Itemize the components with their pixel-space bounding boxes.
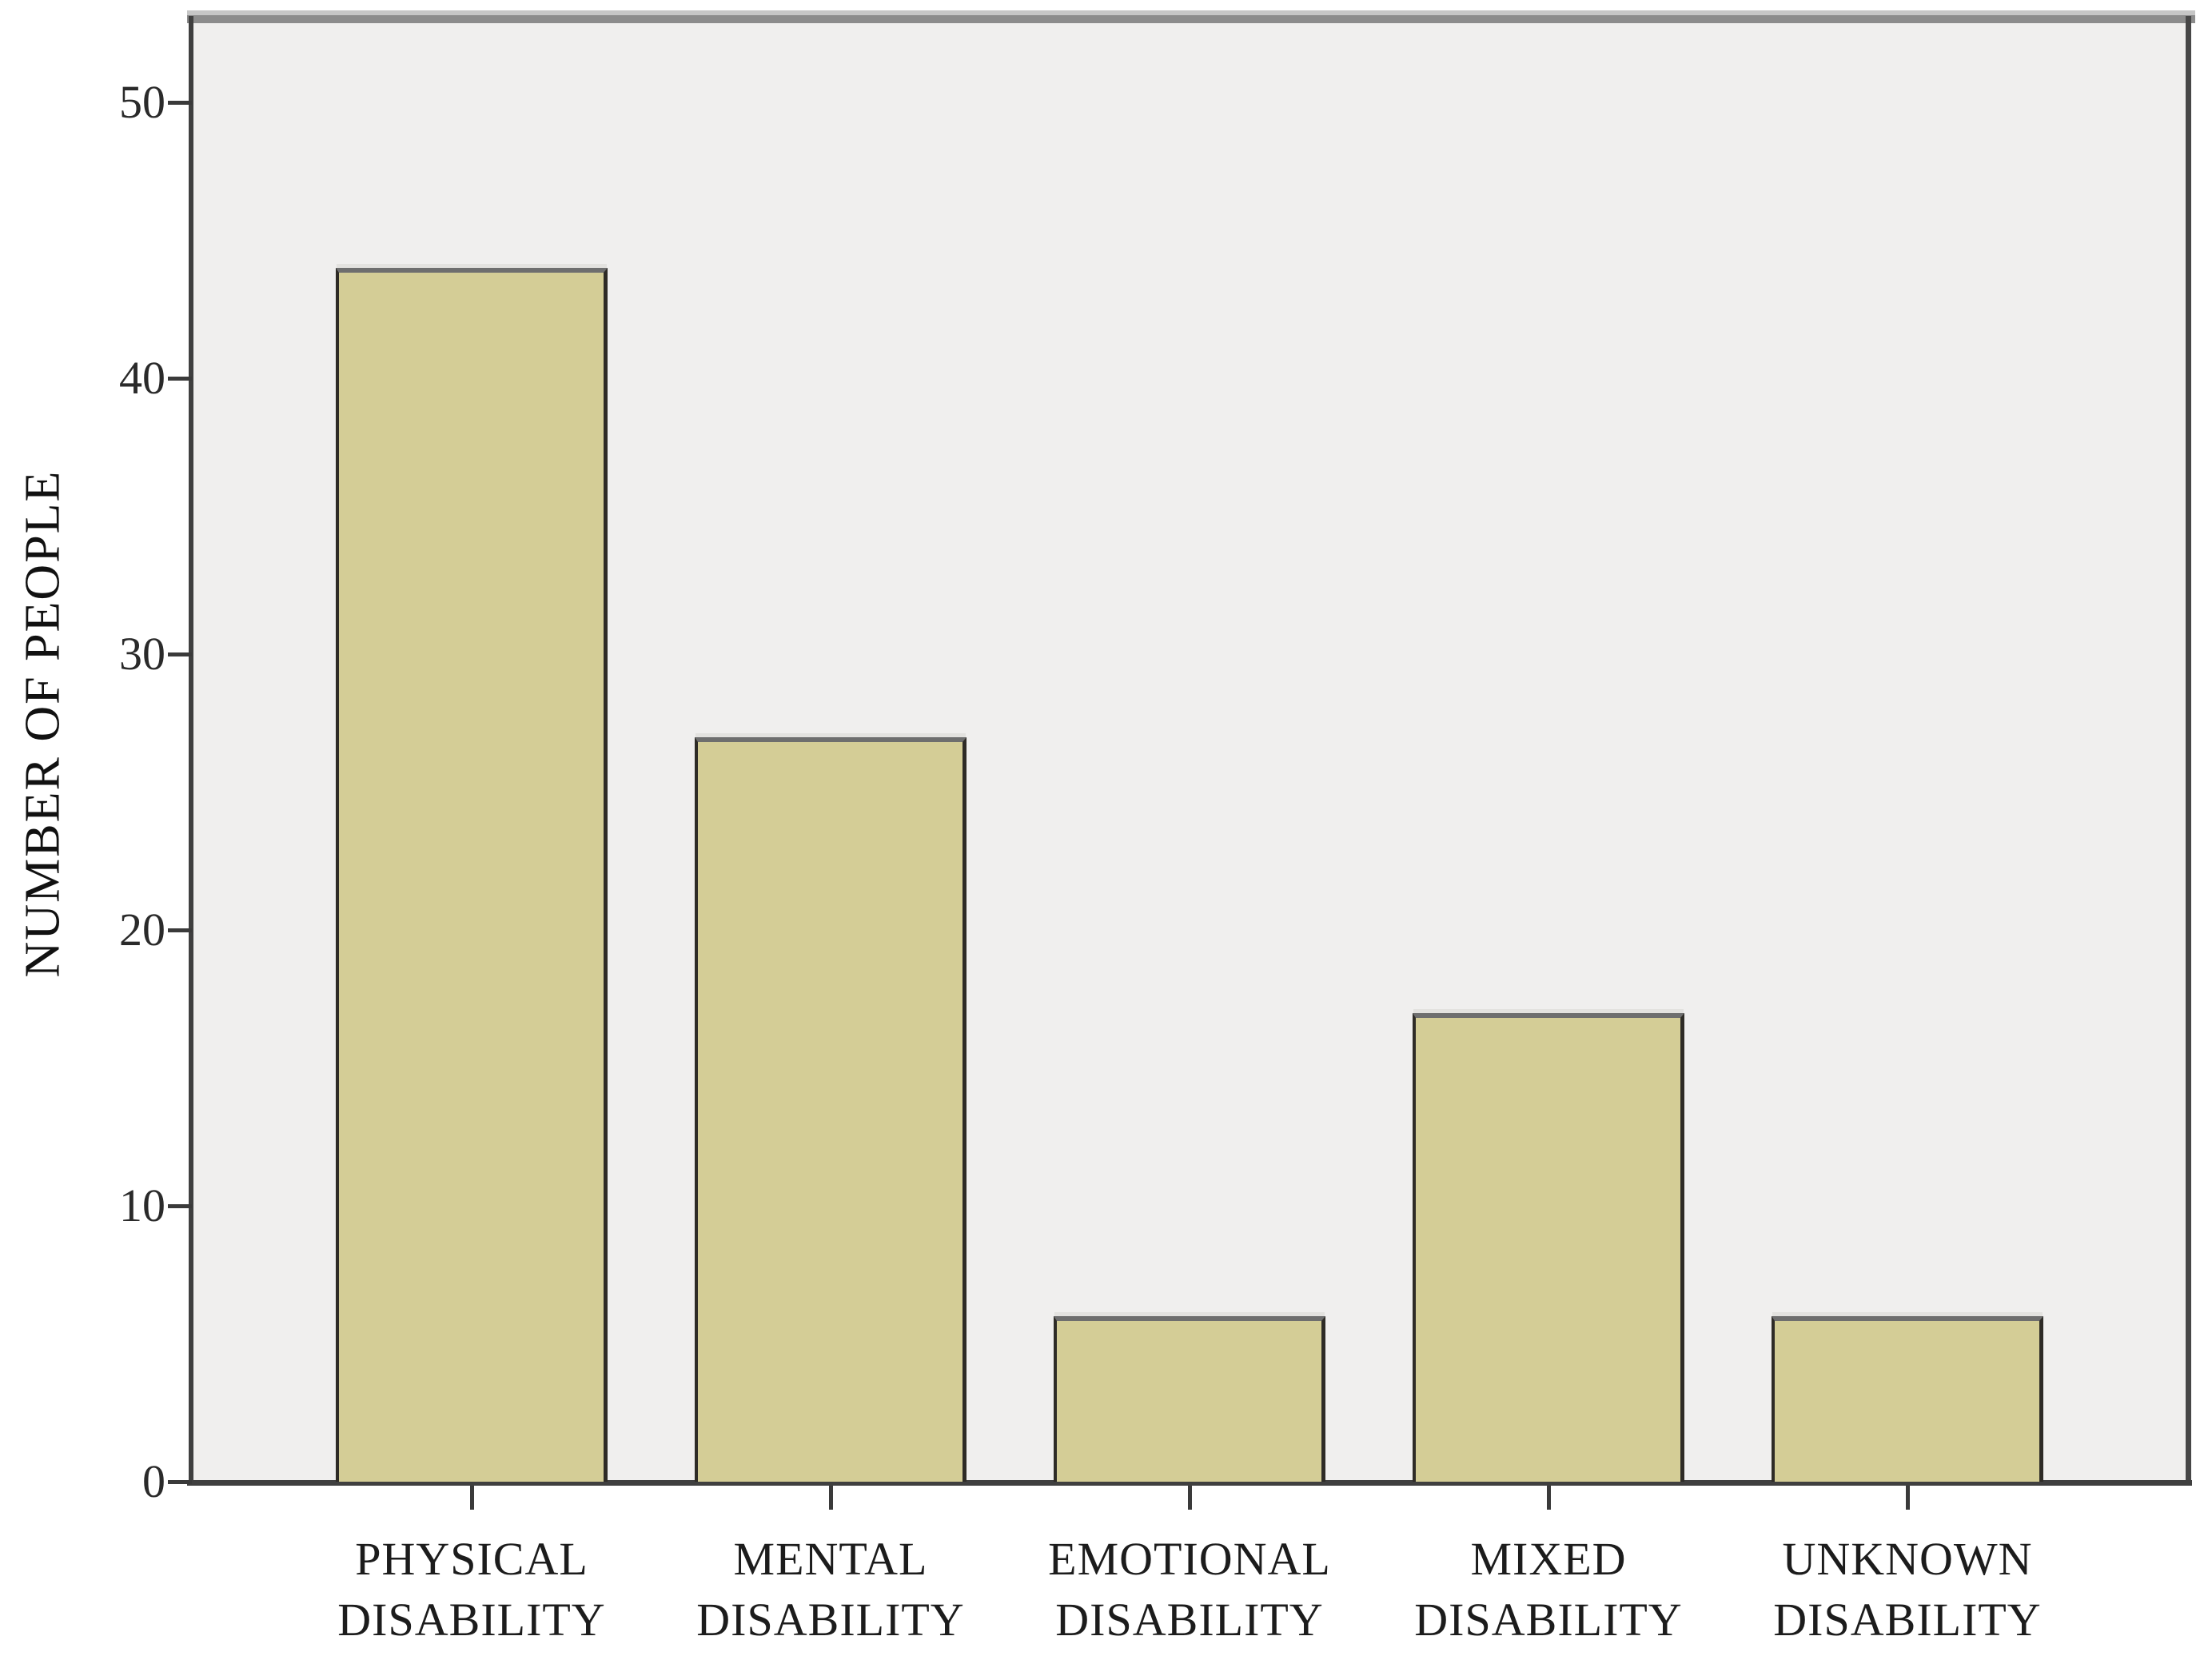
y-tick-mark [168,1204,192,1209]
y-tick-mark [168,101,192,106]
category-label-line2: DISABILITY [1414,1594,1683,1646]
y-tick-label: 30 [119,628,165,680]
y-tick-label: 20 [119,904,165,956]
category-label: MENTAL DISABILITY [623,1529,1038,1650]
x-tick-mark [1547,1486,1551,1510]
bar-unknown [1772,1316,2043,1482]
y-axis-title: NUMBER OF PEOPLE [15,469,70,978]
bar-mental [695,737,967,1482]
x-tick-mark [470,1486,474,1510]
y-tick-mark [168,377,192,381]
category-label-line1: EMOTIONAL [1048,1533,1331,1585]
x-tick-mark [1906,1486,1910,1510]
y-tick-mark [168,928,192,933]
category-label-line2: DISABILITY [1773,1594,2042,1646]
category-label-line2: DISABILITY [337,1594,606,1646]
y-tick-mark [168,652,192,657]
plot-frame-right-border [2186,16,2191,1485]
y-tick-mark [168,1480,192,1484]
category-label-line1: MIXED [1470,1533,1627,1585]
y-axis-line [189,16,193,1485]
x-tick-mark [1188,1486,1192,1510]
y-tick-label: 40 [119,352,165,405]
bar-emotional [1054,1316,1325,1482]
x-axis-line [187,1480,2192,1486]
plot-frame-top-border [187,15,2195,23]
category-label-line1: MENTAL [733,1533,928,1585]
category-label: PHYSICAL DISABILITY [264,1529,680,1650]
y-tick-label: 50 [119,76,165,129]
category-label-line2: DISABILITY [1055,1594,1324,1646]
y-tick-label: 0 [142,1455,165,1507]
category-label: MIXED DISABILITY [1341,1529,1756,1650]
category-label-line2: DISABILITY [696,1594,965,1646]
category-label-line1: UNKNOWN [1782,1533,2033,1585]
category-label: UNKNOWN DISABILITY [1700,1529,2115,1650]
bar-physical [336,268,608,1482]
category-label-line1: PHYSICAL [355,1533,588,1585]
bar-mixed [1413,1013,1684,1482]
category-label: EMOTIONAL DISABILITY [982,1529,1397,1650]
plot-frame-top-highlight [187,10,2195,15]
y-tick-label: 10 [119,1179,165,1232]
x-tick-mark [829,1486,833,1510]
